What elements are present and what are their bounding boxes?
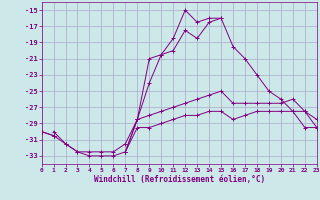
X-axis label: Windchill (Refroidissement éolien,°C): Windchill (Refroidissement éolien,°C) bbox=[94, 175, 265, 184]
